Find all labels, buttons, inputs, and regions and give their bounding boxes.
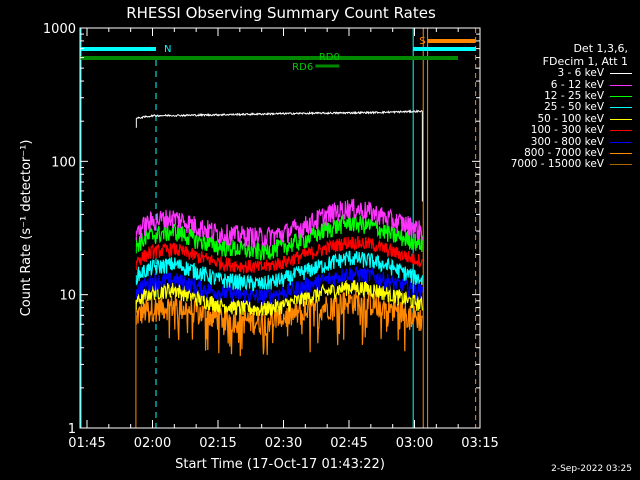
y-tick-label: 100 (51, 155, 76, 170)
series-line (135, 266, 423, 305)
series-line (135, 213, 423, 261)
legend-title-line: Det 1,3,6, (573, 42, 628, 55)
x-tick-label: 02:45 (330, 436, 367, 451)
legend-item: 3 - 6 keV (472, 68, 632, 79)
legend-item: 12 - 25 keV (472, 89, 632, 102)
y-axis-label: Count Rate (s⁻¹ detector⁻¹) (19, 140, 34, 317)
legend-swatch (610, 164, 632, 166)
legend-item: 100 - 300 keV (472, 125, 632, 136)
flag-lines: N S RD0 RD6 (80, 28, 477, 428)
series-line (136, 289, 423, 357)
plot-frame (79, 27, 481, 429)
x-tick-label: 02:15 (199, 436, 236, 451)
saa-label: N (164, 44, 171, 55)
chart-title: RHESSI Observing Summary Count Rates (126, 4, 436, 22)
series-line (135, 198, 423, 249)
x-tick-label: 01:45 (68, 436, 105, 451)
x-tick-label: 03:15 (461, 436, 498, 451)
legend-title: Det 1,3,6, FDecim 1, Att 1 (478, 42, 628, 68)
x-tick-label: 02:30 (265, 436, 302, 451)
x-tick-label: 02:00 (134, 436, 171, 451)
legend-swatch (610, 130, 632, 132)
legend: 3 - 6 keV 6 - 12 keV 12 - 25 keV 25 - 50 ke… (472, 68, 632, 171)
legend-label: 25 - 50 keV (544, 101, 604, 114)
legend-label: 3 - 6 keV (557, 67, 604, 80)
series-line (135, 279, 423, 317)
legend-label: 6 - 12 keV (550, 78, 604, 91)
legend-item: 6 - 12 keV (472, 79, 632, 90)
series-group (135, 109, 423, 357)
legend-item: 7000 - 15000 keV (472, 159, 632, 170)
legend-label: 800 - 7000 keV (524, 146, 604, 159)
legend-swatch (610, 141, 632, 143)
x-axis-label: Start Time (17-Oct-17 01:43:22) (175, 457, 385, 472)
legend-label: 50 - 100 keV (537, 112, 604, 125)
legend-swatch (610, 73, 632, 75)
series-line (135, 109, 423, 120)
legend-label: 12 - 25 keV (544, 89, 604, 102)
legend-label: 100 - 300 keV (530, 124, 604, 137)
legend-item: 25 - 50 keV (472, 102, 632, 113)
y-tick-label: 1000 (43, 22, 76, 37)
axes-group: 01:45 02:00 02:15 02:30 02:45 03:00 03:15 1 10 10… (43, 22, 499, 451)
legend-item: 800 - 7000 keV (472, 146, 632, 159)
legend-label: 7000 - 15000 keV (510, 158, 604, 171)
x-tick-label: 03:00 (396, 436, 433, 451)
legend-swatch (610, 107, 632, 109)
legend-item: 50 - 100 keV (472, 112, 632, 125)
flare-label: S (419, 36, 425, 47)
legend-swatch (610, 152, 632, 154)
series-line (135, 235, 423, 274)
legend-swatch (610, 84, 632, 86)
legend-title-line: FDecim 1, Att 1 (542, 55, 628, 68)
y-tick-label: 10 (59, 289, 76, 304)
legend-item: 300 - 800 keV (472, 136, 632, 147)
rd0-label: RD0 (319, 52, 340, 63)
legend-label: 300 - 800 keV (530, 135, 604, 148)
y-tick-label: 1 (68, 422, 76, 437)
footer-date: 2-Sep-2022 03:25 (551, 464, 632, 474)
rd6-label: RD6 (292, 62, 313, 73)
series-line (135, 250, 423, 292)
legend-swatch (610, 95, 632, 97)
legend-swatch (610, 118, 632, 120)
